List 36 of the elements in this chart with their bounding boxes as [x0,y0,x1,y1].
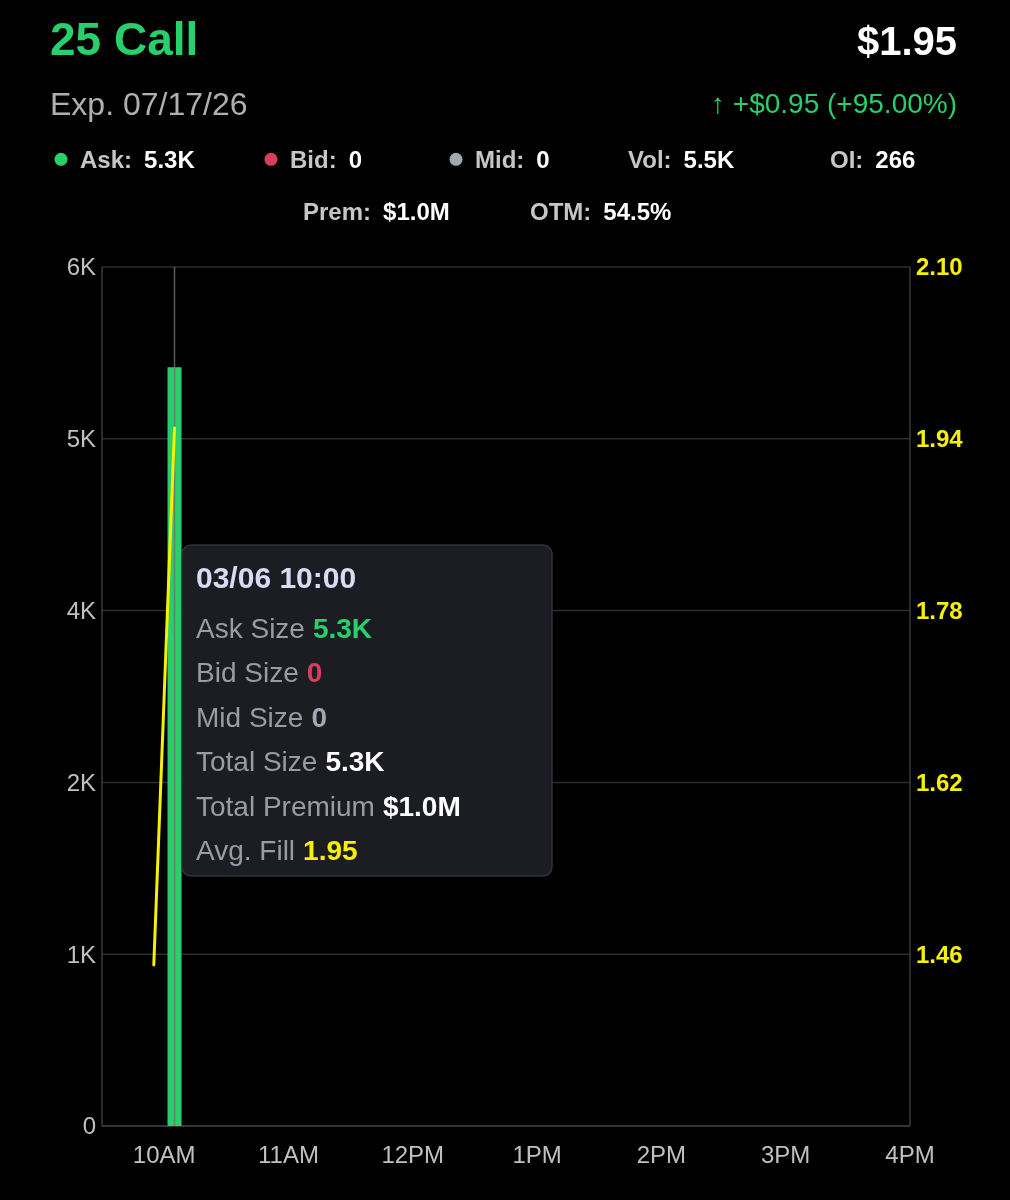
text: $1.95 [856,19,957,63]
text: ↑ +$0.95 (+95.00%) [711,88,957,119]
text: Vol: 5.5K [628,146,735,173]
y2-tick-label: 1.46 [916,940,963,968]
annotation: Mid Size 0 [196,702,327,733]
y-tick-label: 1K [66,940,96,968]
text: Mid: 0 [475,146,550,173]
text: OTM: 54.5% [530,198,672,225]
x-tick-label: 11AM [258,1141,319,1168]
x-tick-label: 10AM [132,1141,196,1168]
x-tick-label: 3PM [761,1141,811,1168]
annotation: Avg. Fill 1.95 [196,835,358,866]
x-tick-label: 1PM [512,1141,562,1168]
text: OI: 266 [830,146,916,173]
y2-tick-label: 2.10 [916,253,963,281]
chart-title: 25 Call [50,13,199,65]
x-tick-label: 4PM [885,1141,935,1168]
annotation: Total Premium $1.0M [196,791,461,822]
y-tick-label: 5K [66,425,96,453]
x-tick-label: 12PM [381,1141,445,1168]
chart-subtitle: Exp. 07/17/26 [50,86,248,122]
y-tick-label: 6K [66,253,96,281]
y2-tick-label: 1.94 [916,425,964,453]
text: Ask: 5.3K [80,146,196,173]
x-tick-label: 2PM [636,1141,687,1168]
y2-tick-label: 1.78 [916,597,963,624]
annotation: 03/06 10:00 [196,561,357,594]
annotation: Total Size 5.3K [196,746,385,777]
y-tick-label: 0 [82,1112,96,1140]
text: Prem: $1.0M [303,198,450,225]
y-tick-label: 4K [66,597,96,624]
y-tick-label: 2K [66,768,96,796]
annotation: Ask Size 5.3K [196,613,373,644]
annotation: Bid Size 0 [196,657,323,688]
y2-tick-label: 1.62 [916,768,963,796]
text: Bid: 0 [290,146,363,173]
